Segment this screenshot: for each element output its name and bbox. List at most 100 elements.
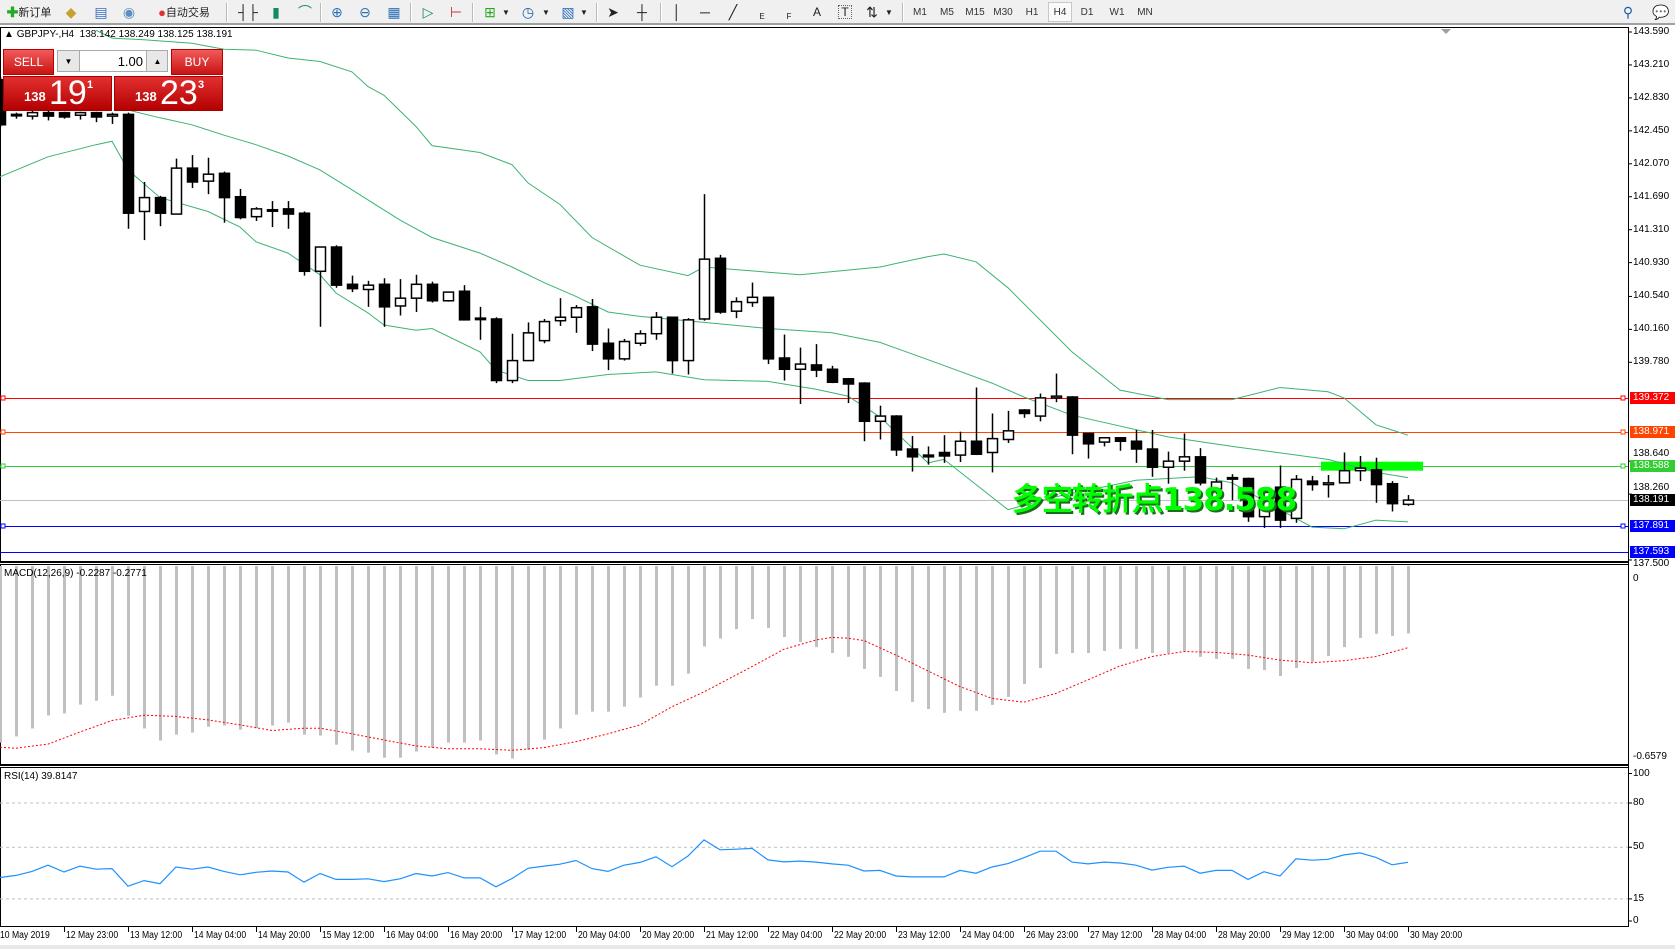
text-icon[interactable]: A [812,5,821,19]
chevron-down-icon[interactable]: ▼ [580,7,588,17]
time-tick-label: 14 May 20:00 [258,930,311,941]
line-chart-icon[interactable]: ⌒ [298,4,312,20]
line-anchor-handle[interactable] [0,429,6,435]
signals-icon[interactable]: ◉ [122,3,136,20]
crosshair-icon[interactable]: ┼ [637,4,647,20]
vertical-line-icon[interactable]: │ [672,4,682,20]
fibo-fan-icon[interactable]: F [778,2,800,22]
auto-trading-button[interactable]: ● 自动交易 [148,2,220,22]
price-tick-label: 137.500 [1633,558,1670,569]
candle [362,280,375,307]
price-tick-label: 142.070 [1633,158,1670,169]
templates-icon[interactable]: ▧ [561,3,575,20]
bar-chart-icon[interactable]: ┤├ [238,4,258,20]
bear-candle-body [58,111,71,118]
macd-histogram-bar [111,566,114,696]
line-anchor-handle[interactable] [0,395,6,401]
chevron-down-icon[interactable]: ▼ [885,7,893,17]
auto-scroll-icon[interactable]: ▷ [422,3,434,20]
sell-button[interactable]: SELL [3,49,54,75]
timeframe-mn[interactable]: MN [1137,6,1153,18]
lot-increase-button[interactable]: ▲ [153,56,162,66]
fibonacci-icon[interactable]: E [751,2,773,22]
line-anchor-handle[interactable] [1620,395,1626,401]
candle [1194,448,1207,486]
horizontal-line-icon[interactable]: ─ [700,4,710,20]
chart-shift-marker[interactable] [1441,29,1451,34]
buy-button[interactable]: BUY [171,49,223,75]
bull-candle-body [1098,437,1111,443]
trendline-icon[interactable]: ╱ [728,3,738,20]
macd-histogram-bar [911,566,914,702]
candle [602,328,615,371]
buy-price-box[interactable]: 138 23 3 [114,74,223,112]
bollinger-lower-band [0,140,1409,530]
candlestick-icon[interactable]: ▮ [272,3,280,20]
timeframe-m30[interactable]: M30 [993,6,1013,18]
timeframe-m5[interactable]: M5 [940,6,954,18]
line-anchor-handle[interactable] [1620,523,1626,529]
bear-candle-body [1306,480,1319,486]
sell-price-box[interactable]: 138 19 1 [3,74,112,112]
cursor-icon[interactable]: ➤ [607,3,619,20]
time-tick-label: 30 May 04:00 [1346,930,1399,941]
bear-candle-body [938,451,951,457]
bull-candle-body [1034,397,1047,417]
time-tick-label: 12 May 23:00 [66,930,119,941]
candle [954,431,967,463]
price-tick-label: 143.210 [1633,59,1670,70]
bear-candle-body [154,196,167,214]
candle [906,436,919,472]
tile-windows-icon[interactable]: ▦ [387,3,401,20]
search-icon[interactable]: ⚲ [1622,3,1634,20]
macd-histogram-bar [991,566,994,705]
lot-decrease-button[interactable]: ▼ [64,56,73,66]
timeframe-m1[interactable]: M1 [913,6,927,18]
text-label-icon[interactable]: T [838,5,852,19]
timeframe-h1[interactable]: H1 [1025,6,1039,18]
new-order-button[interactable]: ✚ 新订单 [0,2,58,22]
macd-histogram-bar [447,566,450,743]
line-anchor-handle[interactable] [0,463,6,469]
candle [10,112,23,119]
bull-candle-body [650,316,663,335]
timeframe-m15[interactable]: M15 [965,6,985,18]
candle [170,158,183,215]
pivot-annotation[interactable]: 多空转折点138.588 [1012,482,1297,518]
timeframe-d1[interactable]: D1 [1080,6,1094,18]
timeframe-h4[interactable]: H4 [1048,2,1072,22]
zoom-out-icon[interactable]: ⊖ [359,3,371,20]
macd-histogram-bar [95,566,98,701]
timeframe-w1[interactable]: W1 [1109,6,1125,18]
navigator-icon[interactable]: ▤ [94,3,108,20]
line-anchor-handle[interactable] [1620,463,1626,469]
candle [1258,489,1271,528]
macd-chart [0,566,1410,759]
macd-histogram-bar [127,566,130,716]
chart-shift-icon[interactable]: ⊢ [449,3,463,20]
macd-histogram-bar [783,566,786,638]
macd-histogram-bar [831,566,834,653]
line-anchor-handle[interactable] [0,523,6,529]
bull-candle-body [522,332,535,362]
candle [1306,475,1319,491]
line-anchor-handle[interactable] [1620,429,1626,435]
chat-icon[interactable]: 💬 [1652,3,1670,20]
zoom-in-icon[interactable]: ⊕ [331,3,343,20]
macd-histogram-bar [1103,566,1106,651]
fibo-glyph: F [786,11,792,21]
chevron-down-icon[interactable]: ▼ [542,7,550,17]
collapse-triangle-icon[interactable]: ▲ [4,29,17,40]
arrows-icon[interactable]: ⇅ [866,3,878,20]
bear-candle-body [586,306,599,345]
history-icon[interactable]: ◆ [65,3,77,20]
bear-candle-body [346,283,359,290]
lot-input[interactable] [79,51,147,71]
chevron-down-icon[interactable]: ▼ [502,7,510,17]
bull-candle-body [1322,482,1335,486]
time-tick-label: 27 May 12:00 [1090,930,1143,941]
new-chart-icon[interactable]: ⊞ [484,3,496,20]
periods-icon[interactable]: ◷ [521,3,535,20]
candle [234,188,247,220]
